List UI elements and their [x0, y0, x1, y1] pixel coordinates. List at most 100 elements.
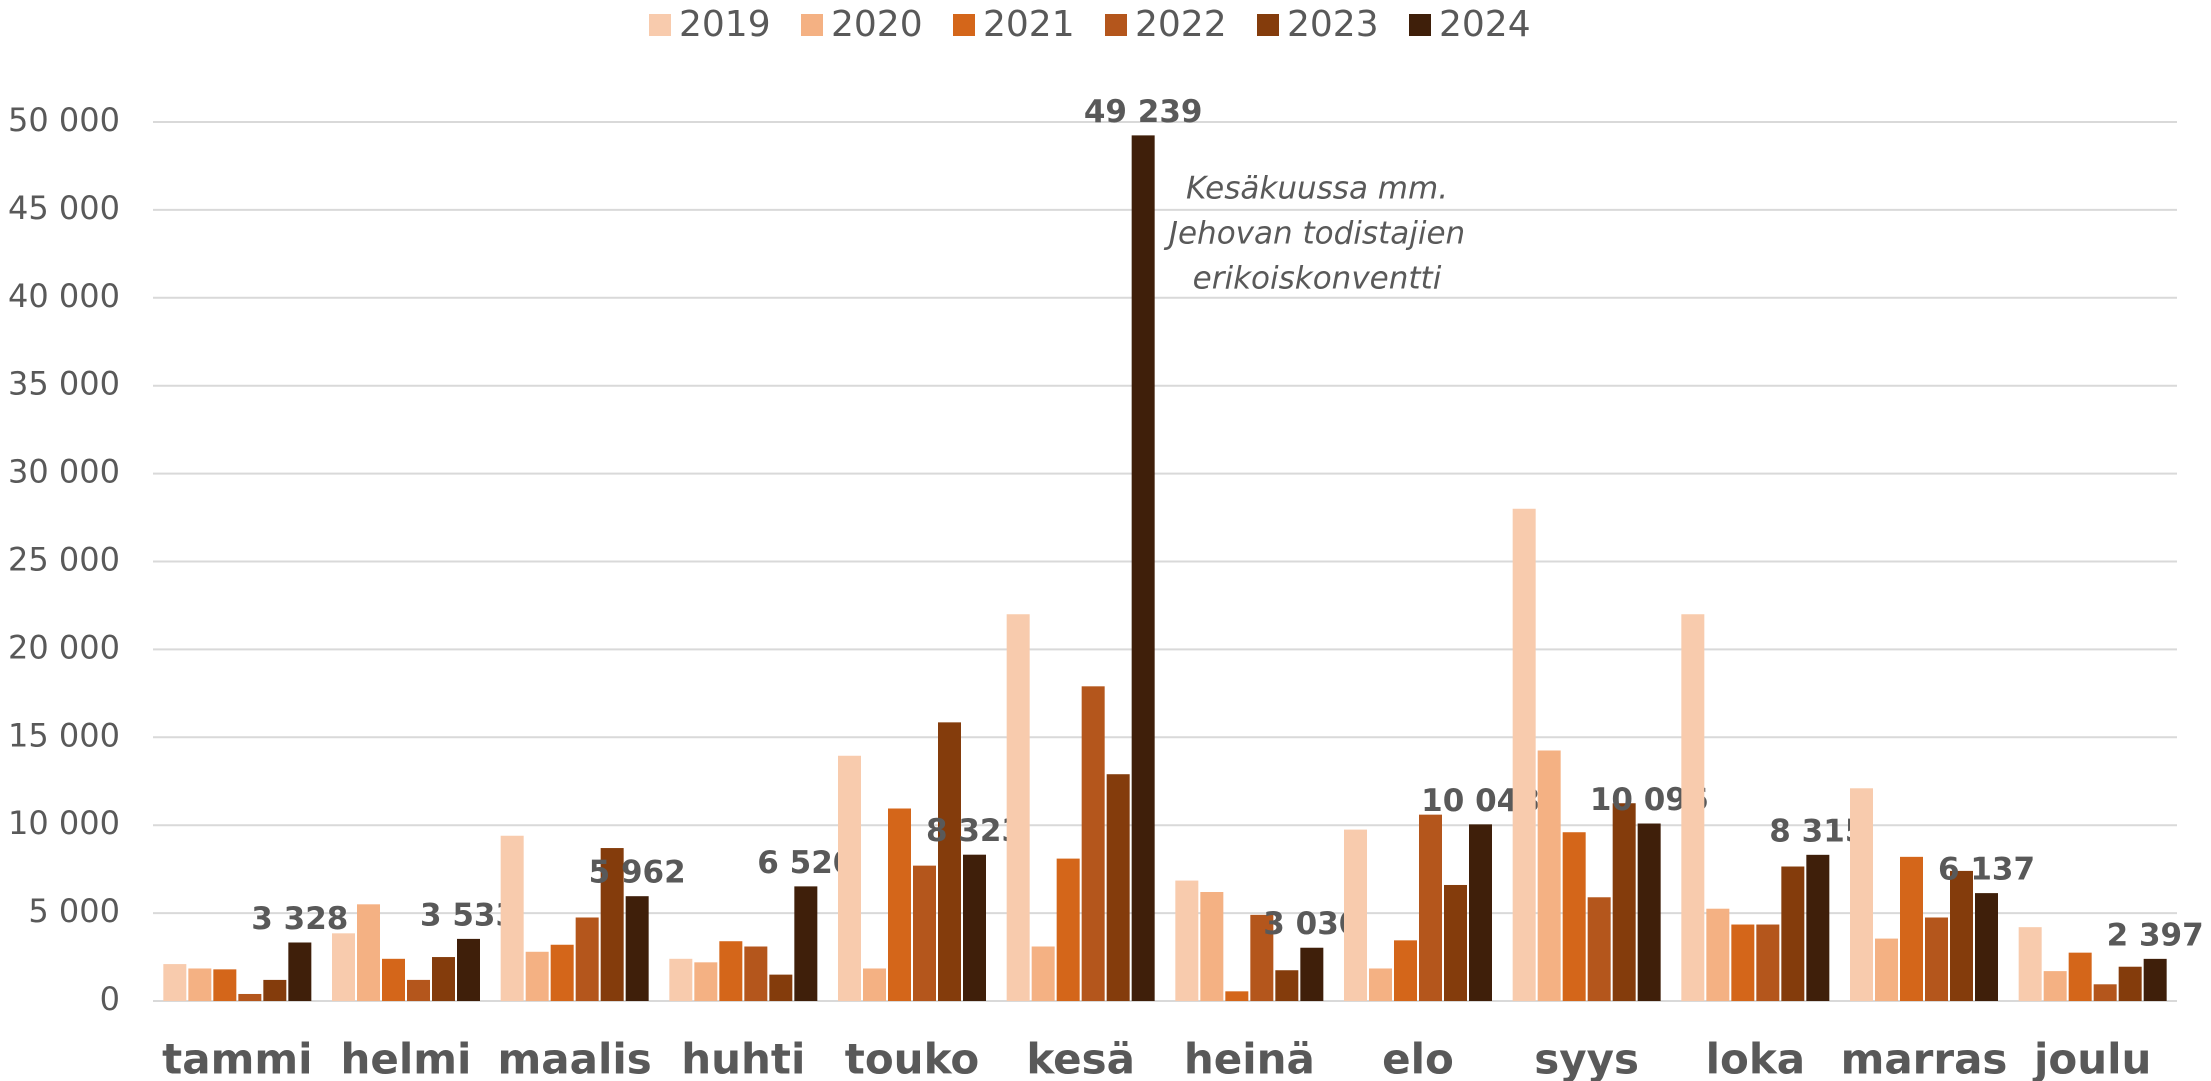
legend-label: 2019	[679, 4, 771, 45]
bar	[188, 968, 212, 1001]
bar	[1587, 897, 1611, 1001]
legend-swatch	[1409, 14, 1431, 36]
y-tick-label: 50 000	[8, 101, 120, 139]
bar	[1512, 508, 1536, 1001]
bar	[407, 979, 430, 1001]
x-tick-label: helmi	[341, 1035, 472, 1081]
y-tick-label: 35 000	[8, 365, 120, 403]
x-tick-label: tammi	[162, 1035, 312, 1081]
x-tick-label: heinä	[1184, 1035, 1315, 1081]
bar	[382, 958, 405, 1001]
bar	[600, 848, 624, 1001]
bar	[1131, 135, 1155, 1001]
bar	[1875, 938, 1898, 1001]
bar	[719, 941, 743, 1001]
bar	[525, 951, 549, 1001]
legend-swatch	[649, 14, 671, 36]
y-tick-label: 20 000	[8, 628, 120, 666]
bar	[938, 722, 961, 1001]
annotation: Kesäkuussa mm.	[1186, 171, 1448, 207]
x-tick-label: huhti	[681, 1035, 805, 1081]
legend-label: 2023	[1287, 4, 1379, 45]
legend-swatch	[801, 14, 823, 36]
bar	[1806, 854, 1830, 1001]
bar	[1225, 991, 1249, 1001]
data-label: 49 239	[1084, 94, 1203, 130]
x-tick-label: touko	[845, 1035, 980, 1081]
bar	[1706, 908, 1730, 1001]
x-tick-label: joulu	[2032, 1035, 2151, 1081]
bar	[1975, 893, 1998, 1001]
bar	[1106, 774, 1130, 1001]
bar	[1537, 750, 1561, 1001]
bar	[863, 968, 886, 1001]
bar	[2068, 952, 2092, 1001]
bar	[1850, 788, 1873, 1001]
bar	[1419, 814, 1442, 1001]
bar	[1612, 803, 1636, 1001]
legend-label: 2022	[1135, 4, 1227, 45]
bar	[1056, 858, 1080, 1001]
bar	[913, 865, 936, 1001]
bar	[457, 938, 480, 1001]
x-tick-label: syys	[1534, 1035, 1639, 1081]
x-tick-label: elo	[1382, 1035, 1454, 1081]
legend-label: 2024	[1439, 4, 1531, 45]
bar	[2093, 984, 2117, 1001]
data-label: 2 397	[2107, 917, 2204, 953]
bar	[1781, 866, 1805, 1001]
bar	[1469, 824, 1492, 1001]
bar	[263, 979, 287, 1001]
bar	[888, 808, 911, 1001]
bar	[500, 835, 524, 1001]
x-tick-label: maalis	[498, 1035, 652, 1081]
bar	[1731, 924, 1755, 1001]
bar	[1300, 947, 1324, 1001]
y-tick-label: 5 000	[28, 892, 120, 930]
bar	[2143, 958, 2167, 1001]
y-tick-label: 10 000	[8, 804, 120, 842]
bar	[432, 957, 455, 1001]
bar	[1681, 614, 1705, 1001]
bar	[1275, 970, 1299, 1001]
bar	[769, 974, 793, 1001]
data-label: 3 328	[251, 901, 348, 937]
bar	[2118, 966, 2142, 1001]
annotation: erikoiskonventti	[1193, 261, 1442, 297]
bar	[1562, 832, 1586, 1001]
y-tick-label: 30 000	[8, 453, 120, 491]
bar	[794, 886, 818, 1001]
bar	[1250, 914, 1274, 1001]
data-label: 6 137	[1938, 852, 2035, 888]
bar	[163, 964, 187, 1001]
bar	[332, 933, 355, 1001]
bar	[575, 917, 599, 1001]
bar	[694, 962, 718, 1001]
data-label: 5 962	[589, 855, 686, 891]
x-tick-label: loka	[1706, 1035, 1806, 1081]
legend-label: 2020	[831, 4, 923, 45]
bar	[963, 854, 986, 1001]
bar	[1394, 940, 1417, 1001]
legend-label: 2021	[983, 4, 1075, 45]
annotation: Jehovan todistajien	[1163, 216, 1465, 252]
legend-swatch	[1257, 14, 1279, 36]
bar	[1925, 917, 1948, 1001]
bar	[1756, 924, 1780, 1001]
bar	[1369, 968, 1392, 1001]
bar	[625, 896, 649, 1001]
y-tick-label: 15 000	[8, 716, 120, 754]
bar	[2043, 971, 2067, 1001]
bar	[1006, 614, 1030, 1001]
y-tick-label: 45 000	[8, 189, 120, 227]
x-tick-label: kesä	[1026, 1035, 1135, 1081]
x-tick-label: marras	[1841, 1035, 2008, 1081]
bar	[1900, 856, 1923, 1001]
bar	[2018, 927, 2042, 1001]
bar	[1031, 946, 1055, 1001]
bar	[1081, 686, 1105, 1001]
legend-swatch	[1105, 14, 1127, 36]
bar	[744, 946, 768, 1001]
bar	[1444, 884, 1467, 1001]
